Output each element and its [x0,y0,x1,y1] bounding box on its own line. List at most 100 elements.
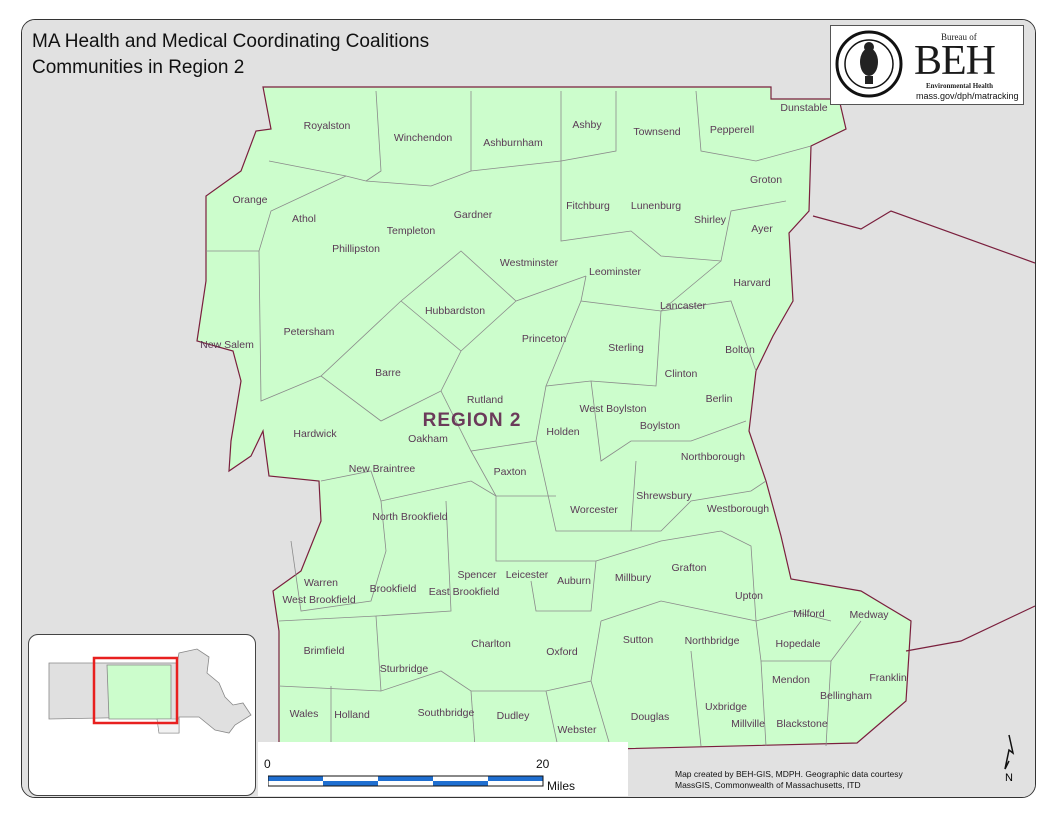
town-label: Northborough [681,451,745,463]
town-label: Leominster [589,266,641,278]
town-label: Westminster [500,257,559,269]
region-2-inset [106,664,172,720]
town-label: Worcester [570,504,618,516]
town-label: Charlton [471,638,511,650]
logo-subtitle: Environmental Health [926,82,993,90]
town-label: Fitchburg [566,200,610,212]
credits-line-1: Map created by BEH-GIS, MDPH. Geographic… [675,769,903,779]
town-label: Townsend [633,126,680,138]
town-label: Northbridge [685,635,740,647]
town-label: West Brookfield [282,594,355,606]
town-label: Dunstable [780,102,827,114]
town-label: Oxford [546,646,578,658]
town-label: Templeton [387,225,436,237]
town-label: Princeton [522,333,567,345]
town-label: Hopedale [776,638,821,650]
town-label: Shrewsbury [636,490,692,502]
town-label: Sterling [608,342,644,354]
town-label: Boylston [640,420,680,432]
town-label: Lancaster [660,300,707,312]
town-label: Paxton [494,466,527,478]
town-label: Petersham [284,326,335,338]
town-label: Dudley [497,710,530,722]
town-label: Mendon [772,674,810,686]
town-label: Uxbridge [705,701,747,713]
state-border [812,210,1035,264]
town-label: Orange [232,194,267,206]
rhode-island-outline [156,718,180,734]
locator-inset-map [28,634,256,796]
town-label: Westborough [707,503,769,515]
town-label: Athol [292,213,316,225]
scale-bar: 0 20 Miles [258,742,628,796]
town-label: Ashby [572,119,602,131]
town-label: East Brookfield [429,586,500,598]
scale-zero-label: 0 [264,757,271,771]
town-label: Douglas [631,711,670,723]
inset-map [48,648,252,734]
credits-line-2: MassGIS, Commonwealth of Massachusetts, … [675,780,861,790]
scale-bar-graphic [268,775,544,787]
town-label: Rutland [467,394,503,406]
town-label: Phillipston [332,243,380,255]
map-title: MA Health and Medical Coordinating Coali… [32,29,429,81]
town-label: Millbury [615,572,652,584]
town-label: Royalston [304,120,351,132]
town-label: Lunenburg [631,200,681,212]
title-line-1: MA Health and Medical Coordinating Coali… [32,31,430,52]
logo-bureau-of: Bureau of [941,32,977,42]
town-label: Sutton [623,634,654,646]
town-labels: Royalston Winchendon Ashburnham Ashby Townse… [200,102,907,736]
town-label: Auburn [557,575,591,587]
town-label: Groton [750,174,782,186]
town-label: New Braintree [349,463,416,475]
scale-unit-label: Miles [547,779,576,793]
town-label: Holland [334,709,370,721]
town-label: Bolton [725,344,755,356]
town-label: Upton [735,590,763,602]
region-label: REGION 2 [423,410,522,431]
state-border [905,605,1035,652]
town-label: Barre [375,367,401,379]
town-label: Hubbardston [425,305,485,317]
town-label: Bellingham [820,690,872,702]
town-label: Franklin [869,672,907,684]
logo-url: mass.gov/dph/matracking [916,91,1019,101]
map-credits: Map created by BEH-GIS, MDPH. Geographic… [675,769,903,791]
north-arrow-icon: N [1004,734,1015,784]
town-label: Pepperell [710,124,754,136]
town-label: Shirley [694,214,727,226]
town-label: New Salem [200,339,254,351]
town-label: Blackstone [776,718,828,730]
north-label: N [1005,772,1013,784]
beh-logo: Bureau of BEH Environmental Health mass.… [830,25,1024,105]
town-label: Sturbridge [380,663,429,675]
town-label: Gardner [454,209,493,221]
town-label: Winchendon [394,132,453,144]
town-label: Millville [731,718,765,730]
town-label: Leicester [506,569,549,581]
town-label: Medway [849,609,889,621]
town-label: Warren [304,577,338,589]
town-label: Ashburnham [483,137,543,149]
town-label: Southbridge [418,707,475,719]
town-label: Ayer [751,223,773,235]
town-label: Brimfield [304,645,345,657]
town-label: Grafton [671,562,706,574]
town-label: Milford [793,608,825,620]
scale-max-label: 20 [536,757,550,771]
town-label: Wales [290,708,319,720]
title-line-2: Communities in Region 2 [32,57,245,78]
inset-highlight-box [92,656,179,725]
town-label: Clinton [665,368,698,380]
town-label: Oakham [408,433,448,445]
logo-acronym: BEH [914,38,996,84]
town-label: Holden [546,426,579,438]
dph-seal-icon [835,30,903,98]
town-label: Harvard [733,277,771,289]
town-label: North Brookfield [372,511,447,523]
town-label: Berlin [706,393,733,405]
town-label: Webster [558,724,597,736]
town-label: Hardwick [293,428,337,440]
town-label: Spencer [457,569,497,581]
